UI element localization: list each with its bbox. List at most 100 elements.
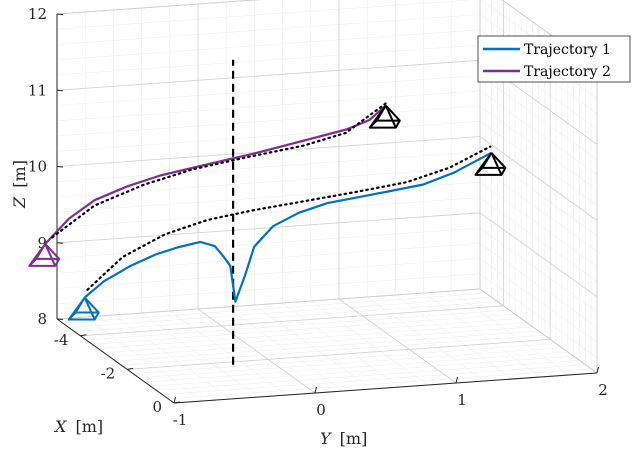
grid-line-minor — [156, 360, 580, 391]
legend-box — [477, 35, 631, 83]
grid-line-minor — [133, 343, 557, 374]
grid-line-minor — [56, 197, 481, 228]
grid-line-major — [479, 212, 598, 298]
series-line-trajectory-2 — [44, 104, 387, 245]
z-axis-unit: [m] — [10, 160, 29, 188]
axis-box — [56, 0, 598, 404]
y-tick-mark — [314, 386, 317, 394]
legend: Trajectory 1 Trajectory 2 — [477, 35, 631, 83]
legend-label-trajectory-1: Trajectory 1 — [524, 42, 611, 58]
z-tick-mark — [56, 242, 64, 244]
grid-line-minor — [56, 29, 481, 61]
z-tick-label: 8 — [37, 310, 47, 328]
pyramid-marker-shape — [67, 296, 100, 321]
grid-line-minor — [162, 364, 586, 395]
pyramid-marker-2 — [28, 243, 61, 267]
x-tick-mark — [173, 401, 181, 404]
y-axis-line — [173, 372, 598, 404]
grid-line-minor — [56, 105, 481, 137]
legend-label-trajectory-2: Trajectory 2 — [524, 64, 611, 80]
grid-line-minor — [103, 322, 527, 353]
z-tick-label: 12 — [28, 5, 47, 23]
y-axis-unit: [m] — [340, 429, 368, 448]
x-tick-label: 0 — [152, 398, 162, 416]
box-edge — [56, 288, 481, 320]
pyramid-marker-shape — [28, 243, 61, 267]
grid-line-major — [56, 59, 481, 91]
x-tick-label: -4 — [54, 331, 69, 349]
grid-line-minor — [367, 296, 485, 382]
grid-line-minor — [56, 121, 481, 152]
grid-line-minor — [85, 316, 203, 402]
grid-line-minor — [56, 0, 259, 15]
grid-line-minor — [226, 306, 344, 392]
x-axis-var: X — [53, 417, 67, 436]
x-tick-mark — [127, 367, 134, 370]
x-tick-label: -2 — [101, 364, 116, 382]
y-tick-mark — [455, 376, 458, 384]
y-tick-label: 1 — [457, 391, 467, 409]
grid-line-minor — [150, 355, 574, 387]
grid-line-minor — [56, 151, 481, 182]
grid-line-minor — [451, 290, 569, 376]
x-axis-label: X [m] — [53, 417, 103, 436]
y-tick-label: 2 — [598, 381, 608, 399]
grid-line-major — [80, 305, 504, 337]
y-tick-mark — [173, 396, 176, 404]
x-tick-mark — [80, 334, 87, 337]
y-axis-label: Y [m] — [320, 429, 367, 448]
x-axis-line — [56, 318, 175, 404]
z-tick-label: 9 — [37, 234, 47, 252]
box-edge — [479, 288, 598, 374]
reference-curve-2 — [51, 101, 388, 239]
grid-line-minor — [141, 312, 259, 398]
grid-line-minor — [62, 292, 486, 324]
grid-line-minor — [109, 326, 533, 358]
pyramid-marker-shape — [474, 152, 507, 176]
grid-line-minor — [74, 301, 498, 332]
pyramid-marker-3 — [474, 152, 507, 176]
grid-line-minor — [56, 273, 481, 305]
grid-line-minor — [138, 347, 562, 379]
y-tick-label: -1 — [173, 411, 188, 429]
grid-line-minor — [56, 166, 481, 198]
grid-line-major — [127, 339, 551, 370]
z-tick-mark — [56, 166, 64, 168]
grid-line-major — [197, 308, 316, 394]
grid-line-major — [338, 298, 457, 384]
grid-line-minor — [310, 300, 428, 386]
grid-line-minor — [423, 292, 541, 378]
pyramid-marker-shape — [368, 104, 401, 129]
x-axis-unit: [m] — [75, 417, 103, 436]
grid-line-minor — [86, 309, 510, 341]
z-axis-var: Z — [10, 196, 29, 209]
svg-text:Z [m]: Z [m] — [10, 160, 29, 209]
grid-line-major — [56, 136, 481, 167]
series-line-trajectory-1 — [83, 151, 492, 303]
grid-line-minor — [56, 258, 481, 289]
grid-line-minor — [56, 14, 481, 45]
grid-line-minor — [168, 368, 592, 400]
grid-line-minor — [121, 334, 545, 366]
y-tick-mark — [596, 366, 599, 374]
grid-line-major — [56, 0, 261, 15]
grid-line-minor — [92, 313, 516, 345]
grid-line-minor — [169, 310, 287, 396]
plot-data — [28, 59, 507, 365]
grid-line-minor — [282, 302, 400, 388]
grid-line-minor — [56, 44, 481, 76]
z-tick-mark — [56, 89, 64, 92]
pyramid-marker-4 — [368, 104, 401, 129]
grid-line-minor — [254, 304, 372, 390]
z-tick-mark — [56, 318, 64, 320]
grid-line-minor — [97, 318, 522, 349]
z-tick-label: 10 — [28, 158, 47, 176]
grid-line-minor — [395, 294, 513, 380]
pyramid-marker-1 — [67, 296, 100, 321]
z-tick-mark — [56, 13, 64, 15]
grid-line-minor — [56, 75, 481, 106]
grid-line-minor — [115, 330, 539, 362]
grid-line-minor — [113, 314, 231, 400]
